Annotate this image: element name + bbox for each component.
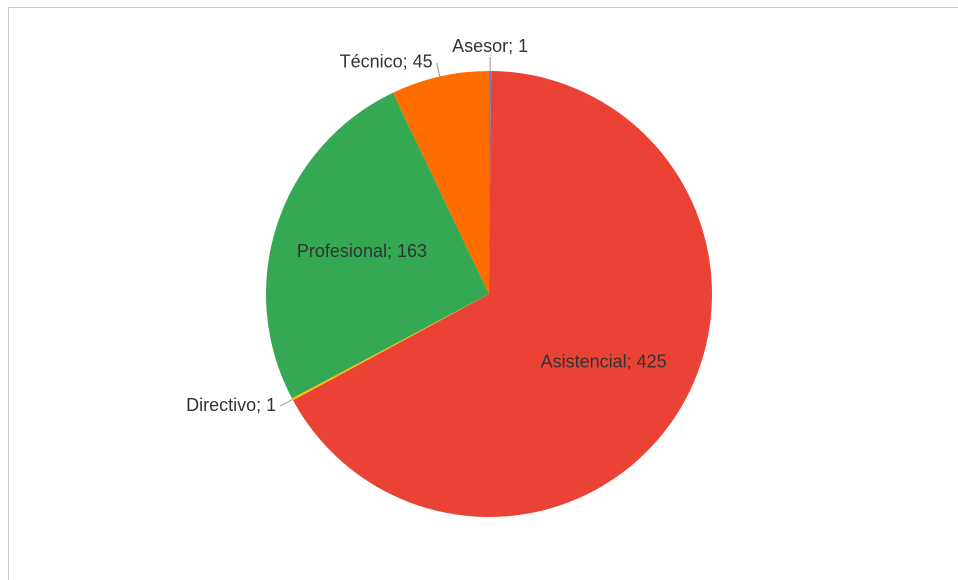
data-label: Asesor; 1 (452, 36, 528, 56)
frame (8, 7, 958, 580)
leader-line (279, 398, 293, 407)
data-label: Asistencial; 425 (541, 352, 667, 372)
pie-slice (293, 71, 712, 517)
pie-slice (291, 294, 489, 401)
leader-line (436, 62, 441, 77)
pie-slice (489, 71, 492, 294)
data-label: Profesional; 163 (297, 241, 427, 261)
pie-slice (265, 92, 489, 399)
data-label: Técnico; 45 (340, 52, 433, 72)
pie-slice (392, 71, 489, 294)
data-label: Directivo; 1 (186, 395, 276, 415)
